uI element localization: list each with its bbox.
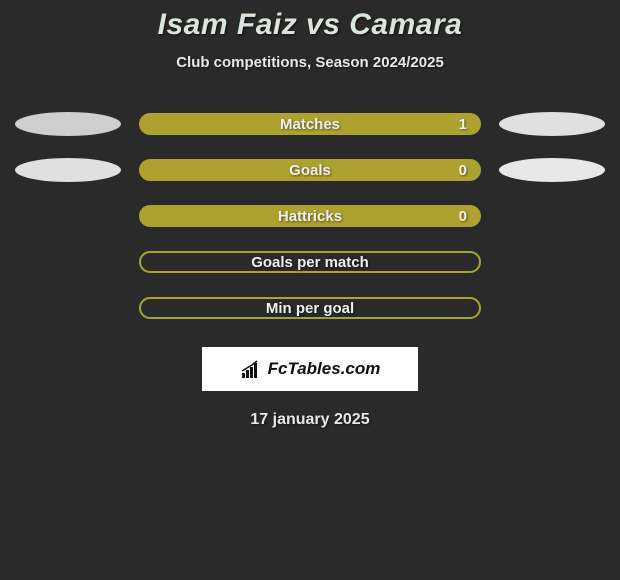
left-ellipse-icon [15, 112, 121, 136]
stat-row: Min per goal [0, 297, 620, 319]
left-ellipse-icon [15, 158, 121, 182]
stat-value: 0 [459, 162, 467, 179]
subtitle: Club competitions, Season 2024/2025 [0, 54, 620, 71]
stat-value: 0 [459, 208, 467, 225]
comparison-card: Isam Faiz vs Camara Club competitions, S… [0, 0, 620, 429]
stat-label: Matches [280, 116, 340, 133]
stat-row: Hattricks 0 [0, 205, 620, 227]
stat-bar: Min per goal [139, 297, 481, 319]
stat-label: Hattricks [278, 208, 342, 225]
barchart-icon [240, 358, 262, 380]
stat-bar: Matches 1 [139, 113, 481, 135]
logo-box: FcTables.com [202, 347, 418, 391]
stat-label: Goals [289, 162, 331, 179]
date-label: 17 january 2025 [0, 411, 620, 429]
stat-bar: Goals per match [139, 251, 481, 273]
right-ellipse-icon [499, 112, 605, 136]
logo-text: FcTables.com [268, 359, 381, 379]
stat-label: Goals per match [251, 254, 369, 271]
stat-label: Min per goal [266, 300, 354, 317]
stat-row: Goals 0 [0, 159, 620, 181]
stat-row: Matches 1 [0, 113, 620, 135]
right-ellipse-icon [499, 158, 605, 182]
stat-row: Goals per match [0, 251, 620, 273]
stat-bar: Hattricks 0 [139, 205, 481, 227]
stat-bar: Goals 0 [139, 159, 481, 181]
page-title: Isam Faiz vs Camara [0, 8, 620, 42]
stat-rows: Matches 1 Goals 0 Hattricks 0 [0, 113, 620, 319]
stat-value: 1 [459, 116, 467, 133]
